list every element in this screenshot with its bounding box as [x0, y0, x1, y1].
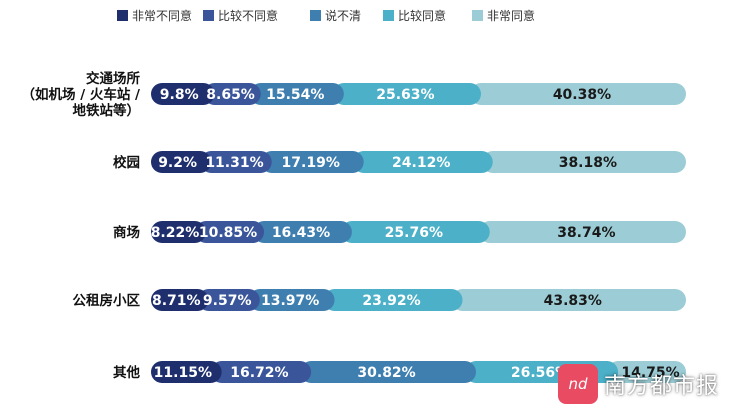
legend-swatch [203, 10, 214, 21]
data-label: 9.57% [203, 293, 252, 309]
data-label: 14.75% [621, 365, 679, 381]
bar-segment [203, 83, 261, 105]
bar-segment [151, 289, 209, 311]
legend: 非常不同意 比较不同意 说不清 比较同意 非常同意 [117, 8, 535, 23]
bar-segment [340, 221, 490, 243]
bar-segment [249, 83, 344, 105]
nandu-logo-icon: nd [558, 364, 598, 404]
bar-segment [200, 151, 272, 173]
bar-segment [451, 289, 686, 311]
bar-segment [194, 221, 265, 243]
category-label: 地铁站等） [73, 102, 141, 119]
data-label: 16.72% [230, 365, 288, 381]
data-label: 24.12% [392, 155, 450, 171]
category-label: （如机场 / 火车站 / [22, 86, 141, 103]
bar-segment [151, 151, 212, 173]
data-label: 8.65% [206, 87, 255, 103]
legend-label: 非常不同意 [132, 8, 192, 23]
bar-segment [151, 83, 215, 105]
data-label: 8.22% [151, 225, 200, 241]
category-label: 校园 [113, 154, 140, 171]
data-label: 8.71% [152, 293, 201, 309]
legend-label: 比较不同意 [218, 8, 278, 23]
data-label: 23.92% [362, 293, 420, 309]
legend-label: 说不清 [325, 8, 361, 23]
data-label: 38.74% [557, 225, 615, 241]
bar-segment [469, 83, 686, 105]
data-label: 9.8% [160, 87, 199, 103]
data-label: 38.18% [559, 155, 617, 171]
legend-label: 非常同意 [487, 8, 535, 23]
bar-segment [151, 221, 206, 243]
watermark-brand: 南方都市报 [604, 374, 720, 399]
category-label: 商场 [113, 224, 140, 241]
bar-segment [197, 289, 260, 311]
legend-swatch [472, 10, 483, 21]
data-label: 40.38% [553, 87, 611, 103]
category-label: 交通场所 [86, 70, 140, 87]
bar-segment [248, 289, 335, 311]
bar-segment [607, 361, 686, 383]
bar-segment [253, 221, 352, 243]
data-label: 11.31% [205, 155, 263, 171]
category-label: 公租房小区 [73, 292, 141, 309]
data-label: 15.54% [266, 87, 324, 103]
data-label: 25.76% [385, 225, 443, 241]
watermark-logo-text: nd [568, 375, 588, 393]
data-label: 9.2% [158, 155, 197, 171]
data-label: 13.97% [261, 293, 319, 309]
data-label: 43.83% [544, 293, 602, 309]
bar-segment [151, 361, 222, 383]
bar-segment [352, 151, 493, 173]
bars: 9.8% 8.65% 15.54% 25.63% 40.38% 9.2% 11.31% 17.… [151, 83, 686, 383]
category-label: 其他 [113, 364, 140, 381]
legend-swatch [117, 10, 128, 21]
bar-segment [481, 151, 686, 173]
bar-segment [332, 83, 481, 105]
data-label: 16.43% [272, 225, 330, 241]
data-label: 10.85% [199, 225, 257, 241]
data-label: 30.82% [357, 365, 415, 381]
legend-swatch [310, 10, 321, 21]
data-label: 25.63% [376, 87, 434, 103]
bar-segment [260, 151, 364, 173]
legend-swatch [383, 10, 394, 21]
data-label: 17.19% [282, 155, 340, 171]
legend-label: 比较同意 [398, 8, 446, 23]
bar-segment [210, 361, 312, 383]
bar-segment [300, 361, 476, 383]
watermark: nd 南方都市报 [558, 364, 719, 404]
bar-segment [323, 289, 463, 311]
data-label: 26.56% [511, 365, 569, 381]
data-label: 11.15% [154, 365, 212, 381]
bar-segment [478, 221, 686, 243]
